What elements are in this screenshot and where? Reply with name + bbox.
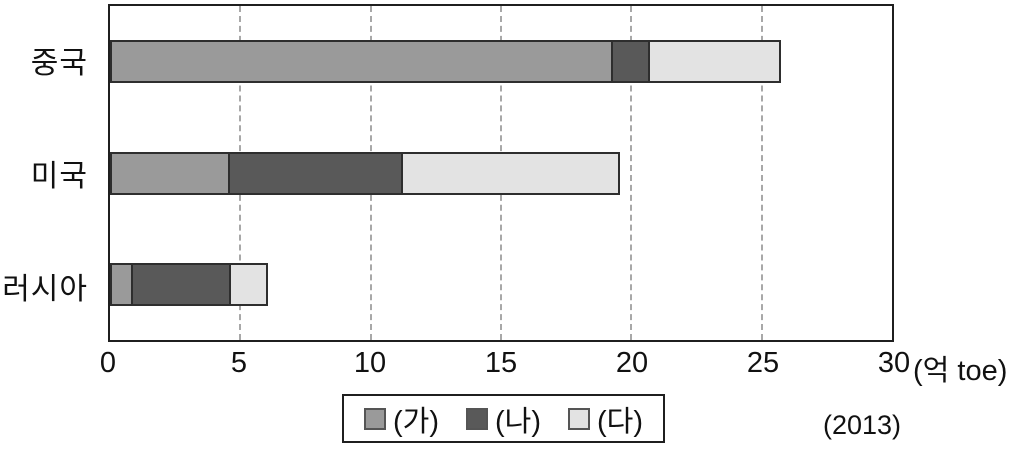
gridline-25	[760, 6, 763, 340]
legend-label-1: (나)	[495, 405, 541, 438]
gridline-20	[630, 6, 633, 340]
x-tick-label-30: 30	[877, 347, 911, 379]
legend-label-2: (다)	[597, 405, 643, 438]
bar-segment-(나)-중국	[611, 40, 651, 84]
category-label-2: 러시아	[2, 272, 88, 306]
bar-segment-(가)-러시아	[110, 262, 134, 306]
bar-segment-(다)-중국	[648, 40, 782, 84]
bar-segment-(다)-미국	[400, 151, 620, 195]
bar-row-0	[110, 40, 892, 84]
bar-segment-(가)-중국	[110, 40, 614, 84]
legend-item-0: (가)	[364, 398, 439, 440]
bar-segment-(다)-러시아	[228, 262, 268, 306]
category-label-0: 중국	[30, 47, 88, 81]
legend-item-1: (나)	[466, 398, 541, 440]
legend: (가) (나) (다)	[342, 394, 665, 443]
bar-row-2	[110, 262, 892, 306]
x-axis: (억 toe) 0 5 10 15 20 25 30	[100, 347, 1007, 387]
x-tick-label-10: 10	[353, 347, 387, 379]
axis-unit-label: (억 toe)	[913, 355, 1008, 387]
legend-swatch-icon	[466, 407, 488, 430]
legend-swatch-icon	[364, 407, 386, 430]
plot-area	[108, 4, 894, 342]
x-tick-label-25: 25	[746, 347, 780, 379]
year-label: (2013)	[822, 410, 902, 440]
bar-row-1	[110, 151, 892, 195]
x-tick-label-5: 5	[230, 347, 248, 379]
bar-segment-(나)-미국	[227, 151, 403, 195]
bar-segment-(나)-러시아	[131, 262, 231, 306]
legend-label-0: (가)	[393, 405, 439, 438]
x-tick-label-20: 20	[615, 347, 649, 379]
category-label-1: 미국	[30, 160, 88, 193]
x-tick-label-15: 15	[484, 347, 518, 379]
bar-segment-(가)-미국	[110, 151, 230, 195]
legend-item-2: (다)	[568, 398, 643, 440]
x-tick-label-0: 0	[99, 347, 117, 379]
legend-swatch-icon	[568, 407, 590, 430]
